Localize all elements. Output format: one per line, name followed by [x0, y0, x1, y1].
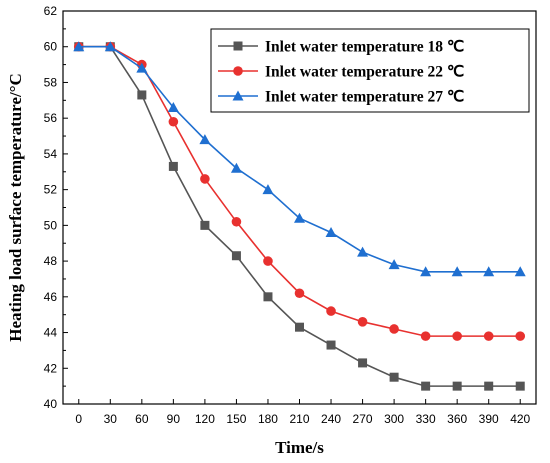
x-tick-label: 0 — [75, 412, 82, 426]
x-axis: 0 30 60 90 120 150 180 210 240 270 300 330 360 390 420 — [75, 399, 531, 426]
x-tick-label: 30 — [104, 412, 118, 426]
y-tick-label: 56 — [44, 111, 58, 125]
data-point — [483, 331, 494, 341]
x-tick-label: 120 — [195, 412, 215, 426]
legend-label: Inlet water temperature 18 ℃ — [265, 39, 465, 56]
data-point — [200, 174, 210, 184]
data-point — [483, 266, 495, 277]
data-point — [262, 184, 274, 195]
series-3 — [73, 41, 526, 277]
data-point — [389, 372, 399, 382]
data-point — [230, 162, 242, 173]
y-tick-label: 52 — [44, 183, 58, 197]
y-tick-label: 58 — [44, 75, 58, 89]
legend-marker — [233, 66, 243, 76]
data-point — [484, 381, 494, 391]
data-point — [420, 266, 432, 277]
y-tick-label: 42 — [44, 361, 58, 375]
y-tick-label: 46 — [44, 290, 58, 304]
data-point — [325, 227, 337, 238]
data-point — [389, 324, 399, 334]
data-point — [421, 381, 431, 391]
legend-label: Inlet water temperature 22 ℃ — [265, 64, 465, 81]
y-tick-label: 48 — [44, 254, 58, 268]
data-point — [294, 212, 305, 223]
x-tick-label: 210 — [289, 412, 309, 426]
series-layer — [73, 41, 526, 391]
data-point — [515, 381, 525, 391]
data-point — [452, 331, 462, 341]
data-point — [420, 331, 431, 341]
data-point — [200, 220, 210, 230]
x-tick-label: 420 — [510, 412, 530, 426]
data-point — [136, 62, 148, 73]
data-point — [168, 161, 178, 171]
legend: Inlet water temperature 18 ℃ Inlet water … — [210, 28, 530, 113]
data-point — [231, 251, 241, 261]
x-tick-label: 270 — [353, 412, 373, 426]
y-tick-label: 54 — [44, 147, 58, 161]
x-tick-label: 330 — [416, 412, 436, 426]
x-tick-label: 300 — [384, 412, 404, 426]
data-point — [357, 246, 369, 257]
data-point — [167, 101, 179, 112]
data-point — [199, 134, 211, 145]
data-point — [388, 259, 400, 270]
y-tick-label: 60 — [44, 40, 58, 54]
data-point — [231, 216, 242, 227]
y-tick-label: 44 — [44, 326, 58, 340]
data-point — [168, 116, 179, 127]
data-point — [452, 381, 462, 391]
data-point — [73, 41, 85, 52]
x-tick-label: 150 — [226, 412, 246, 426]
x-tick-label: 360 — [447, 412, 467, 426]
data-point — [295, 322, 304, 332]
data-point — [263, 256, 273, 266]
data-point — [326, 306, 336, 316]
data-point — [137, 90, 147, 100]
x-tick-label: 240 — [321, 412, 341, 426]
data-point — [294, 288, 305, 299]
data-point — [104, 41, 116, 52]
y-axis: 40 42 44 46 48 50 52 54 56 58 60 62 — [44, 4, 68, 411]
data-point — [326, 340, 336, 350]
legend-item-3: Inlet water temperature 27 ℃ — [218, 89, 465, 106]
data-point — [263, 292, 273, 302]
data-point — [515, 331, 526, 341]
legend-label: Inlet water temperature 27 ℃ — [265, 89, 465, 106]
x-tick-label: 90 — [167, 412, 181, 426]
x-tick-label: 60 — [135, 412, 149, 426]
data-point — [357, 317, 368, 327]
y-axis-title: Heating load surface temperature/°C — [6, 73, 25, 342]
y-tick-label: 40 — [44, 397, 58, 411]
legend-box — [210, 28, 530, 113]
x-tick-label: 390 — [479, 412, 499, 426]
legend-item-1: Inlet water temperature 18 ℃ — [218, 39, 465, 56]
legend-item-2: Inlet water temperature 22 ℃ — [218, 64, 465, 81]
y-tick-label: 62 — [44, 4, 58, 18]
x-axis-title: Time/s — [275, 438, 324, 457]
legend-marker — [233, 41, 243, 51]
y-tick-label: 50 — [44, 218, 58, 232]
data-point — [514, 266, 526, 277]
data-point — [451, 266, 463, 277]
legend-marker — [232, 90, 244, 101]
x-tick-label: 180 — [258, 412, 278, 426]
series-2 — [73, 41, 526, 341]
data-point — [358, 358, 368, 368]
